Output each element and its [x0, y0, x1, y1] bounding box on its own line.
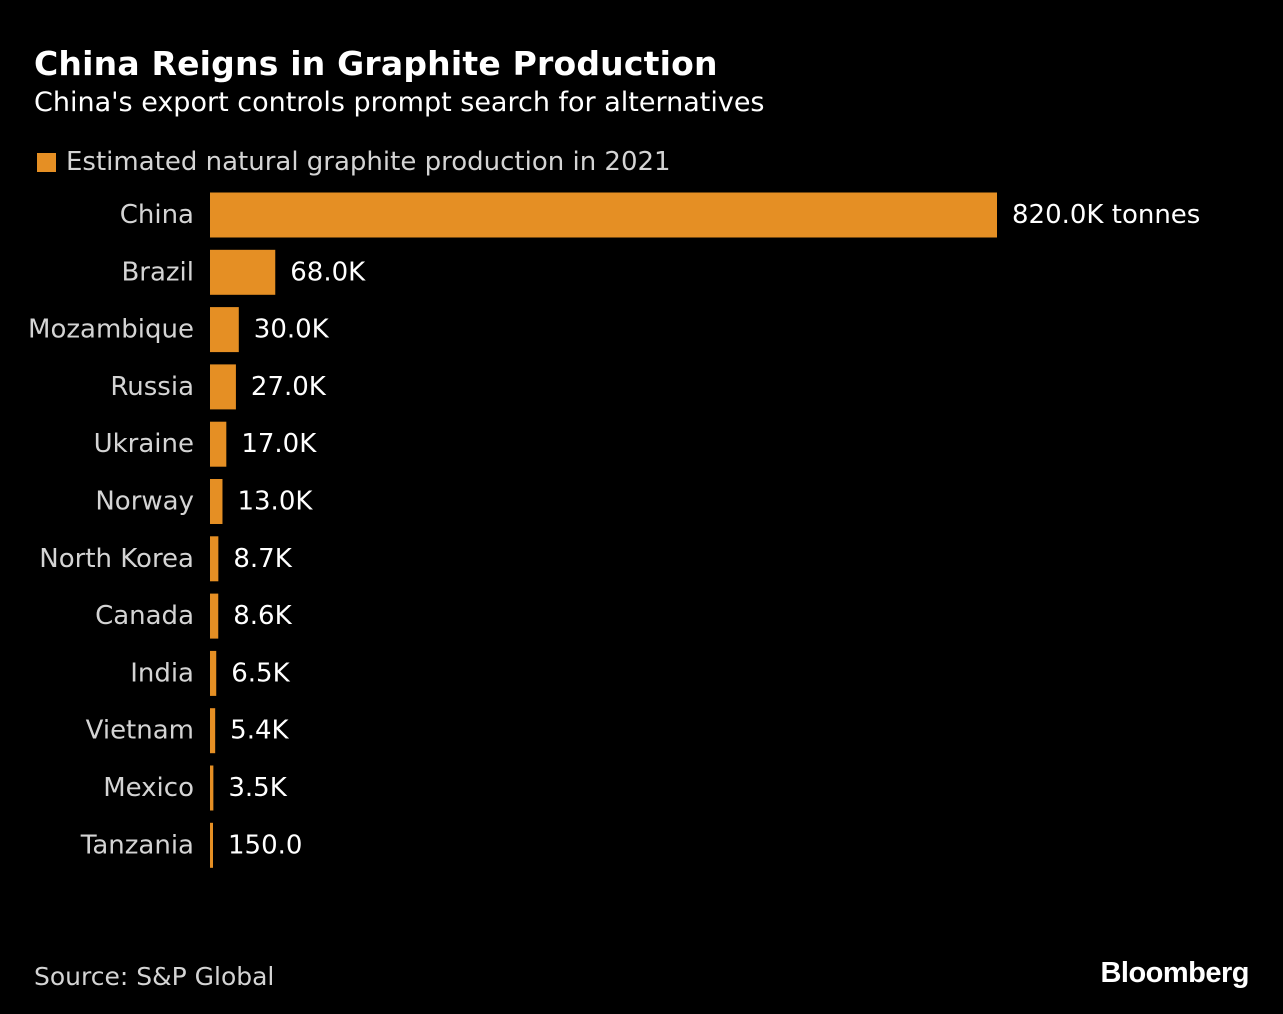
data-label: 30.0K [254, 315, 330, 345]
bar [210, 708, 216, 754]
legend-label: Estimated natural graphite production in… [66, 147, 671, 177]
bar [210, 650, 217, 696]
data-label: 68.0K [290, 257, 366, 287]
data-label: 8.7K [233, 544, 292, 574]
bar [210, 593, 219, 639]
data-label: 820.0K tonnes [1012, 200, 1200, 230]
bar [210, 307, 239, 353]
category-label: North Korea [39, 544, 194, 574]
bar [210, 421, 227, 467]
bar [210, 536, 219, 582]
category-label: Mexico [103, 773, 194, 803]
category-label: Ukraine [94, 429, 194, 459]
source-note: Source: S&P Global [34, 962, 275, 991]
bar [210, 249, 276, 295]
data-label: 17.0K [241, 429, 317, 459]
category-label: India [130, 658, 194, 688]
category-label: Vietnam [86, 716, 194, 746]
data-label: 150.0 [228, 830, 302, 860]
data-label: 3.5K [228, 773, 287, 803]
category-label: Russia [110, 372, 194, 402]
chart-subtitle: China's export controls prompt search fo… [34, 87, 765, 118]
bar [210, 192, 997, 238]
bar [210, 364, 236, 410]
data-label: 5.4K [230, 716, 289, 746]
data-label: 6.5K [231, 658, 290, 688]
chart-title: China Reigns in Graphite Production [34, 44, 718, 83]
bar [210, 822, 213, 868]
category-label: China [120, 200, 194, 230]
data-label: 13.0K [237, 487, 313, 517]
legend-swatch [37, 152, 56, 172]
category-label: Norway [95, 487, 194, 517]
category-label: Tanzania [80, 830, 194, 860]
bar [210, 479, 223, 524]
data-label: 27.0K [251, 372, 327, 402]
data-label: 8.6K [233, 601, 292, 631]
legend: Estimated natural graphite production in… [37, 147, 671, 177]
category-label: Brazil [121, 257, 194, 287]
category-label: Canada [95, 601, 194, 631]
bar [210, 765, 214, 811]
category-label: Mozambique [28, 315, 194, 345]
bloomberg-logo: Bloomberg [1100, 957, 1249, 989]
